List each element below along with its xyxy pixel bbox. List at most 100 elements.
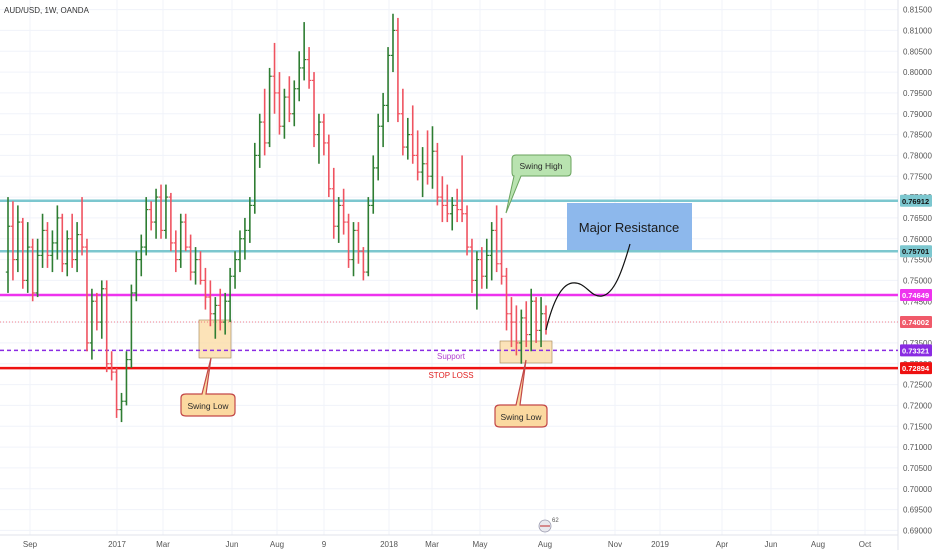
x-tick-label: May: [472, 540, 487, 549]
ohlc-bar: [208, 280, 213, 327]
ohlc-bar: [454, 188, 460, 223]
ohlc-bar: [148, 201, 154, 231]
ohlc-bar: [173, 230, 179, 273]
y-tick-label: 0.79000: [903, 110, 932, 119]
price-label-magenta[interactable]: 0.74649: [900, 289, 932, 302]
ohlc-bar: [282, 88, 287, 139]
ohlc-bar: [524, 301, 529, 348]
ohlc-bar: [252, 142, 257, 214]
ohlc-bar: [499, 217, 504, 285]
price-label-resistance[interactable]: 0.76912: [900, 194, 932, 207]
swing-low-left-label: Swing Low: [187, 401, 229, 411]
ohlc-bar: [94, 292, 100, 331]
ideas-badge[interactable]: 62: [538, 518, 559, 533]
x-tick-label: Apr: [716, 540, 729, 549]
ohlc-bar: [213, 297, 218, 339]
ohlc-bar: [45, 222, 50, 268]
ohlc-bar: [178, 213, 183, 268]
x-tick-label: Aug: [538, 540, 552, 549]
ohlc-bar: [134, 251, 139, 302]
ohlc-bar: [435, 142, 440, 206]
ohlc-bar: [109, 351, 114, 381]
ohlc-bar: [74, 222, 80, 273]
ohlc-bar: [114, 367, 119, 418]
y-tick-label: 0.72000: [903, 401, 932, 410]
price-label-current[interactable]: 0.74002: [900, 316, 932, 328]
price-axis[interactable]: [898, 0, 932, 550]
ohlc-bar: [297, 51, 302, 102]
ohlc-bar: [410, 105, 415, 164]
ohlc-bar: [227, 267, 233, 323]
ohlc-bar: [504, 267, 509, 331]
badge-count: 62: [552, 518, 559, 524]
y-tick-label: 0.70500: [903, 464, 932, 473]
ohlc-bar: [5, 197, 11, 293]
y-tick-label: 0.77500: [903, 172, 932, 181]
ohlc-bar: [371, 155, 376, 214]
swing-low-right-callout[interactable]: Swing Low: [494, 359, 548, 428]
ohlc-bar: [272, 42, 277, 114]
support-label: Support: [437, 352, 466, 361]
ohlc-bar: [168, 192, 174, 252]
price-label-resistance[interactable]: 0.75701: [900, 245, 932, 258]
ohlc-bar: [395, 17, 401, 123]
ohlc-bar: [445, 184, 450, 223]
ohlc-bar: [69, 213, 75, 268]
x-tick-label: Jun: [226, 540, 239, 549]
projection-path[interactable]: [545, 243, 631, 331]
ohlc-bar: [331, 167, 336, 239]
ohlc-bar: [509, 297, 514, 348]
y-tick-label: 0.81500: [903, 6, 932, 15]
ohlc-bar: [311, 72, 317, 148]
ohlc-bar: [84, 238, 90, 352]
stop-loss-label: STOP LOSS: [428, 371, 473, 380]
ohlc-bar: [538, 297, 544, 348]
ohlc-bar: [10, 201, 16, 281]
ohlc-bar: [119, 392, 124, 423]
time-axis[interactable]: [0, 535, 932, 550]
ohlc-bar: [385, 47, 391, 123]
ohlc-bar: [420, 147, 425, 198]
ohlc-bar: [232, 251, 238, 289]
ohlc-bar: [390, 13, 396, 73]
ohlc-bar: [65, 230, 70, 277]
ohlc-bar: [375, 113, 381, 181]
ohlc-bar: [356, 222, 361, 264]
y-tick-label: 0.79500: [903, 89, 932, 98]
ohlc-bar: [464, 205, 470, 256]
ohlc-bar: [287, 76, 292, 123]
ohlc-bar: [301, 22, 307, 81]
swing-low-left-callout[interactable]: Swing Low: [180, 357, 236, 417]
ohlc-bar: [40, 213, 45, 268]
ohlc-bar: [257, 113, 262, 168]
price-label-support[interactable]: 0.73321: [900, 344, 932, 357]
major-resistance-zone[interactable]: [567, 203, 692, 252]
y-tick-label: 0.78000: [903, 151, 932, 160]
ohlc-bar: [405, 117, 410, 160]
ohlc-bar: [351, 222, 356, 277]
price-label-text: 0.75701: [902, 247, 929, 256]
ohlc-bar: [15, 205, 21, 273]
x-tick-label: Jun: [765, 540, 778, 549]
ohlc-bar: [430, 126, 435, 189]
swing-high-callout[interactable]: Swing High: [505, 154, 572, 214]
ohlc-bar: [124, 351, 129, 406]
ohlc-bar: [341, 188, 346, 235]
ohlc-bar: [494, 205, 499, 273]
ohlc-bar: [543, 305, 549, 335]
x-tick-labels: Sep 2017 Mar Jun Aug 9 2018 Mar May Aug Nov 2019 Apr…: [23, 540, 872, 549]
ohlc-bar: [450, 197, 455, 231]
price-label-stop[interactable]: 0.72894: [900, 362, 932, 375]
ohlc-bar: [35, 238, 40, 298]
x-tick-label: Mar: [156, 540, 170, 549]
major-resistance-label: Major Resistance: [579, 220, 679, 235]
ohlc-bar: [50, 230, 55, 273]
ohlc-bar: [183, 213, 188, 252]
swing-high-label: Swing High: [520, 161, 563, 171]
y-tick-label: 0.70000: [903, 485, 932, 494]
price-label-text: 0.73321: [902, 346, 929, 355]
ohlc-bar: [198, 251, 203, 285]
ohlc-bar: [514, 305, 519, 356]
y-tick-label: 0.75000: [903, 276, 932, 285]
